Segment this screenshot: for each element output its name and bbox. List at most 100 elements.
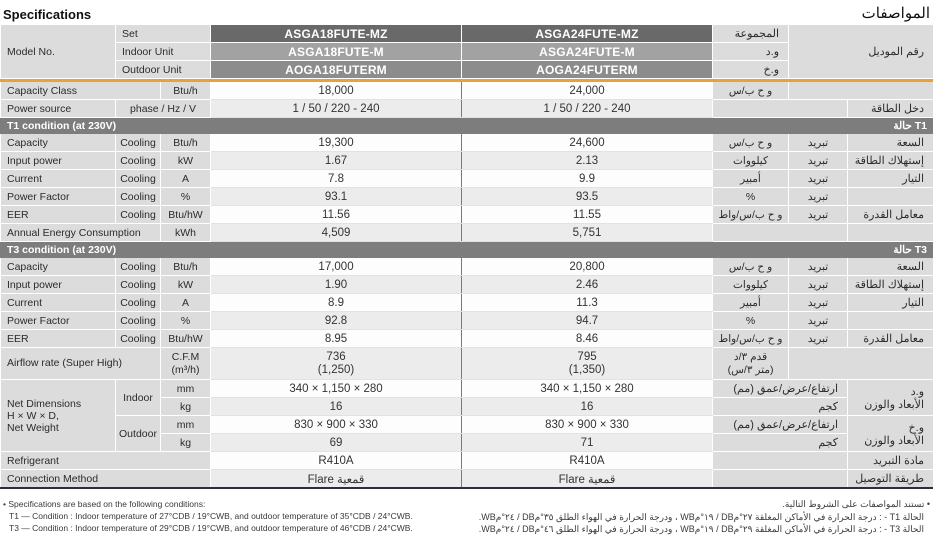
t1-pf-value-18k: 93.1 [210, 187, 462, 206]
t1-annual-label: Annual Energy Consumption [0, 223, 161, 242]
t1-input-unit: kW [159, 151, 212, 170]
t3-pf-value-18k: 92.8 [210, 311, 462, 330]
airflow-value-18k: 736 (1,250) [210, 347, 462, 380]
t1-capacity-label: Capacity [0, 133, 116, 152]
t1-pf-unit-ar: % [712, 187, 790, 206]
capacity-class-value-24k: 24,000 [461, 81, 713, 100]
model-no-label: Model No. [0, 24, 116, 79]
dims-indoor-kg-unit-ar: كجم [712, 397, 849, 416]
footnote-ar-conditions: • تستند المواصفات على الشروط التالية. [782, 499, 930, 509]
airflow-unit-ar: قدم ٣/د (متر ٣/س) [712, 347, 790, 380]
model-indoor-label: Indoor Unit [114, 42, 212, 61]
t1-section-title-ar: حالة T1 [893, 119, 928, 132]
t1-current-row: Current Cooling A 7.8 9.9 أمبير تبريد ال… [0, 169, 933, 188]
t3-capacity-label-ar: السعة [847, 257, 933, 276]
t1-current-label-ar: التيار [847, 169, 933, 188]
connection-value-24k: Flare قمعية [461, 469, 713, 489]
t3-pf-unit-ar: % [712, 311, 790, 330]
t3-section-header: T3 condition (at 230V) حالة T3 [0, 241, 933, 258]
t1-eer-unit-ar: و ح ب/س/واط [712, 205, 790, 224]
t1-input-power-row: Input power Cooling kW 1.67 2.13 كيلووات… [0, 151, 933, 170]
footnote-ar-t3: الحالة T3 - : درجة الحرارة في الأماكن ال… [478, 524, 924, 534]
capacity-class-label: Capacity Class [0, 81, 161, 100]
dims-label: Net Dimensions H × W × D, Net Weight [0, 379, 116, 452]
power-source-label: Power source [0, 99, 116, 118]
t3-eer-label-ar: معامل القدرة [847, 329, 933, 348]
airflow-unit-m3h: (m³/h) [171, 363, 200, 376]
t1-annual-row: Annual Energy Consumption kWh 4,509 5,75… [0, 223, 933, 242]
t3-section-title-ar: حالة T3 [893, 243, 928, 256]
connection-label-ar: طريقة التوصيل [847, 469, 933, 489]
t1-annual-unit: kWh [159, 223, 212, 242]
t3-current-row: Current Cooling A 8.9 11.3 أمبير تبريد ا… [0, 293, 933, 312]
t1-input-value-24k: 2.13 [461, 151, 713, 170]
t3-capacity-label: Capacity [0, 257, 116, 276]
page-title-arabic: المواصفات [861, 5, 930, 22]
t1-section-header: T1 condition (at 230V) حالة T1 [0, 117, 933, 134]
airflow-value-24k-cfm: 795 [577, 350, 597, 363]
t1-pf-label: Power Factor [0, 187, 116, 206]
airflow-unit: C.F.M (m³/h) [159, 347, 212, 380]
t1-current-value-18k: 7.8 [210, 169, 462, 188]
t3-power-factor-row: Power Factor Cooling % 92.8 94.7 % تبريد [0, 311, 933, 330]
power-source-value-24k: 1 / 50 / 220 - 240 [461, 99, 713, 118]
dims-indoor-kg-unit: kg [159, 397, 212, 416]
dims-outdoor-label-ar: و.خ الأبعاد والوزن [847, 415, 933, 452]
t1-eer-label-ar: معامل القدرة [847, 205, 933, 224]
footnote-ar-t1: الحالة T1 - : درجة الحرارة في الأماكن ال… [478, 511, 924, 522]
dims-indoor-kg-18k: 16 [210, 397, 462, 416]
model-outdoor-label: Outdoor Unit [114, 60, 212, 79]
t3-eer-value-18k: 8.95 [210, 329, 462, 348]
t3-input-mode-ar: تبريد [788, 275, 849, 294]
t1-capacity-mode-ar: تبريد [788, 133, 849, 152]
footnotes-english: • Specifications are based on the follow… [3, 498, 413, 536]
dims-indoor-mm-18k: 340 × 1,150 × 280 [210, 379, 462, 398]
airflow-label: Airflow rate (Super High) [0, 347, 161, 380]
connection-label: Connection Method [0, 469, 212, 489]
dims-outdoor-mm-18k: 830 × 900 × 330 [210, 415, 462, 434]
dims-label-line3: Net Weight [7, 421, 59, 434]
airflow-value-18k-cfm: 736 [326, 350, 346, 363]
t1-eer-value-24k: 11.55 [461, 205, 713, 224]
model-set-value-18k: ASGA18FUTE-MZ [210, 24, 463, 43]
dims-outdoor-kg-18k: 69 [210, 433, 462, 452]
t1-capacity-row: Capacity Cooling Btu/h 19,300 24,600 و ح… [0, 133, 933, 152]
t1-current-unit-ar: أمبير [712, 169, 790, 188]
t1-capacity-mode: Cooling [115, 133, 161, 152]
t3-eer-mode: Cooling [115, 329, 161, 348]
airflow-unit-ar-cfm: قدم ٣/د [733, 350, 768, 363]
title-bar: Specifications المواصفات [0, 0, 933, 24]
t1-capacity-value-24k: 24,600 [461, 133, 713, 152]
t1-pf-label-ar-empty [847, 187, 933, 206]
t1-annual-unit-ar-empty [712, 223, 849, 242]
t1-input-value-18k: 1.67 [210, 151, 462, 170]
model-no-label-ar: رقم الموديل [788, 24, 933, 79]
t1-eer-mode-ar: تبريد [788, 205, 849, 224]
t3-capacity-mode-ar: تبريد [788, 257, 849, 276]
t3-pf-mode: Cooling [115, 311, 161, 330]
power-source-value-18k: 1 / 50 / 220 - 240 [210, 99, 462, 118]
t3-current-label-ar: التيار [847, 293, 933, 312]
dims-indoor-mm-row: Net Dimensions H × W × D, Net Weight Ind… [0, 379, 933, 452]
t3-eer-row: EER Cooling Btu/hW 8.95 8.46 و ح ب/س/واط… [0, 329, 933, 348]
dims-indoor-mm-unit: mm [159, 379, 212, 398]
t1-current-value-24k: 9.9 [461, 169, 713, 188]
spec-table: Model No. Set ASGA18FUTE-MZ ASGA24FUTE-M… [0, 24, 933, 489]
t3-pf-value-24k: 94.7 [461, 311, 713, 330]
capacity-class-row: Capacity Class Btu/h 18,000 24,000 و ح ب… [0, 81, 933, 100]
dims-outdoor-kg-unit-ar: كجم [712, 433, 849, 452]
dims-label-line1: Net Dimensions [7, 397, 82, 410]
t3-current-label: Current [0, 293, 116, 312]
t1-capacity-value-18k: 19,300 [210, 133, 462, 152]
footnotes: • Specifications are based on the follow… [0, 498, 933, 536]
footnote-en-conditions: • Specifications are based on the follow… [3, 499, 206, 509]
t3-section-title: T3 condition (at 230V) [7, 243, 117, 256]
t3-eer-unit-ar: و ح ب/س/واط [712, 329, 790, 348]
t1-current-label: Current [0, 169, 116, 188]
footnote-en-t3: T3 — Condition : Indoor temperature of 2… [9, 523, 413, 533]
airflow-unit-ar-m3h: (متر ٣/س) [727, 363, 774, 376]
page-title: Specifications [3, 7, 92, 22]
model-indoor-row: Indoor Unit ASGA18FUTE-M ASGA24FUTE-M و.… [1, 42, 933, 61]
t1-pf-unit: % [159, 187, 212, 206]
